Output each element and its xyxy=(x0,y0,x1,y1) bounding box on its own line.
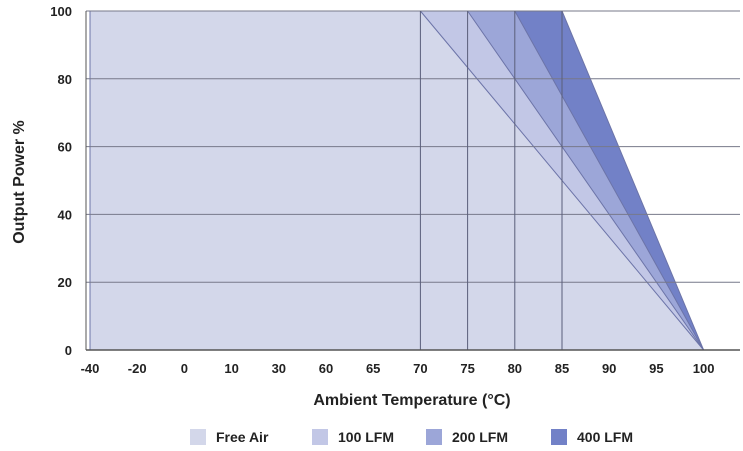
x-tick-label: 70 xyxy=(413,361,427,376)
x-tick-label: 90 xyxy=(602,361,616,376)
x-tick-label: 85 xyxy=(555,361,569,376)
y-tick-label: 0 xyxy=(65,343,72,358)
legend-label: 100 LFM xyxy=(338,429,394,445)
x-tick-label: 80 xyxy=(508,361,522,376)
y-tick-label: 20 xyxy=(58,275,72,290)
x-tick-label: 30 xyxy=(272,361,286,376)
y-tick-label: 40 xyxy=(58,207,72,222)
x-tick-label: 75 xyxy=(460,361,474,376)
legend-label: 400 LFM xyxy=(577,429,633,445)
y-axis-title: Output Power % xyxy=(11,120,28,244)
y-tick-label: 60 xyxy=(58,140,72,155)
x-tick-label: 60 xyxy=(319,361,333,376)
legend: Free Air 100 LFM 200 LFM 400 LFM xyxy=(190,429,633,445)
legend-label: Free Air xyxy=(216,429,269,445)
x-tick-label: 100 xyxy=(693,361,715,376)
y-tick-label: 100 xyxy=(50,4,72,19)
x-tick-label: 65 xyxy=(366,361,380,376)
legend-label: 200 LFM xyxy=(452,429,508,445)
legend-swatch xyxy=(551,429,567,445)
x-tick-label: 0 xyxy=(181,361,188,376)
legend-swatch xyxy=(190,429,206,445)
x-tick-label: -40 xyxy=(81,361,100,376)
x-tick-label: 10 xyxy=(224,361,238,376)
x-axis-title: Ambient Temperature (°C) xyxy=(313,392,510,409)
x-tick-label: -20 xyxy=(128,361,147,376)
legend-swatch xyxy=(426,429,442,445)
y-tick-label: 80 xyxy=(58,72,72,87)
x-tick-label: 95 xyxy=(649,361,663,376)
legend-swatch xyxy=(312,429,328,445)
